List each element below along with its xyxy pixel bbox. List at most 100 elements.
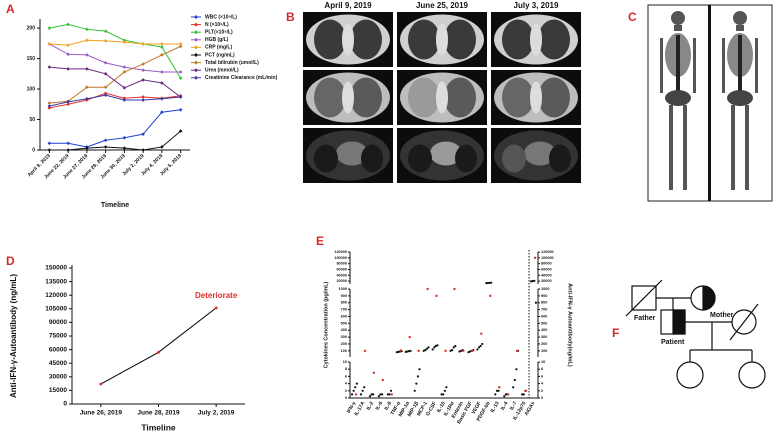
y-tick-label: 150	[27, 56, 36, 62]
patient-point	[354, 393, 358, 396]
y2-tick-label: 20000	[541, 279, 552, 283]
control-point	[513, 378, 516, 382]
lung	[314, 144, 338, 173]
y2-tick-label: 10	[541, 360, 545, 364]
y-tick-label: 8	[345, 367, 347, 371]
control-point	[521, 393, 524, 396]
data-point	[122, 86, 127, 90]
y2-tick-label: 40000	[541, 273, 552, 277]
y-tick-label: 15000	[49, 387, 67, 394]
data-point	[47, 42, 52, 46]
data-point	[178, 44, 183, 49]
lung	[538, 19, 570, 60]
control-point	[481, 342, 484, 346]
y2-tick-label: 100000	[541, 256, 554, 260]
y-tick-label: 600	[341, 314, 347, 318]
panel-label: C	[628, 10, 637, 24]
x-tick-label: June 26, 2019	[80, 410, 123, 417]
data-point	[99, 382, 103, 386]
control-point	[381, 393, 384, 396]
heart	[430, 141, 462, 166]
legend-label: HGB (g/L)	[205, 37, 229, 43]
lung	[408, 144, 432, 173]
y-tick-label: 105000	[45, 306, 67, 313]
control-point	[415, 382, 418, 385]
control-point	[503, 395, 506, 398]
panel-label: E	[316, 234, 324, 248]
control-point	[354, 386, 357, 389]
data-point	[122, 146, 127, 150]
patient-fill	[672, 309, 686, 335]
control-point	[440, 393, 443, 396]
lung	[502, 77, 534, 118]
control-point	[534, 301, 538, 304]
x-tick-label: IFN-γ	[346, 400, 358, 414]
control-point	[368, 395, 372, 398]
control-point	[416, 375, 420, 378]
ct-image	[491, 12, 581, 67]
data-point	[122, 38, 127, 43]
control-point	[477, 346, 481, 349]
legend-label: Creatinine Clearance (mL/min)	[205, 75, 278, 81]
control-point	[355, 382, 358, 385]
control-point	[486, 281, 490, 285]
patient-point	[444, 349, 447, 353]
patient-point	[480, 332, 483, 335]
y-tick-label: 2	[345, 389, 347, 393]
control-point	[454, 344, 457, 348]
data-point	[103, 91, 108, 96]
panel-label: A	[6, 2, 15, 16]
data-point	[160, 81, 164, 85]
ct-image	[397, 12, 487, 67]
data-point	[160, 42, 164, 46]
panel-label: B	[286, 10, 295, 24]
data-point	[141, 95, 145, 99]
control-point	[512, 386, 515, 389]
control-point	[490, 281, 493, 284]
data-point	[178, 129, 183, 133]
patient-point	[399, 349, 402, 352]
control-point	[495, 389, 499, 392]
patient-point	[408, 335, 411, 339]
control-point	[377, 395, 381, 398]
y2-tick-label: 120000	[541, 250, 554, 254]
panel-label: D	[6, 254, 15, 268]
x-tick-label: IL-2	[366, 400, 376, 411]
lung	[408, 19, 440, 60]
series-line	[49, 23, 182, 79]
series-line	[49, 130, 181, 151]
control-point	[424, 349, 427, 352]
patient-point	[363, 349, 367, 353]
control-point	[370, 393, 373, 396]
control-point	[504, 393, 507, 396]
y2-tick-label: 900	[541, 294, 547, 298]
data-point	[66, 102, 70, 107]
patient-point	[372, 371, 376, 374]
heart	[336, 141, 368, 166]
daughter-symbol	[676, 361, 704, 389]
lung	[502, 144, 526, 173]
data-point	[141, 62, 145, 66]
data-point	[141, 68, 145, 72]
y-tick-label: 80000	[336, 262, 347, 266]
lung	[502, 19, 534, 60]
data-point	[66, 43, 70, 47]
ct-image	[303, 128, 393, 183]
legend-label: N (×10⁹/L)	[205, 22, 229, 28]
mediastinum	[436, 23, 448, 56]
y-tick-label: 60000	[49, 346, 67, 353]
control-point	[350, 393, 354, 396]
control-point	[418, 368, 421, 371]
y-tick-label: 60000	[336, 267, 347, 271]
y2-tick-label: 500	[541, 321, 547, 325]
data-point	[160, 110, 164, 115]
y2-tick-label: 80000	[541, 262, 552, 266]
y-tick-label: 100	[341, 349, 347, 353]
patient-point	[381, 378, 385, 382]
data-point	[122, 65, 127, 69]
x-tick-label: IL-13	[490, 400, 501, 413]
legend-label: WBC (×10⁹/L)	[205, 14, 237, 20]
patient-point	[524, 389, 528, 392]
mediastinum	[530, 23, 542, 56]
